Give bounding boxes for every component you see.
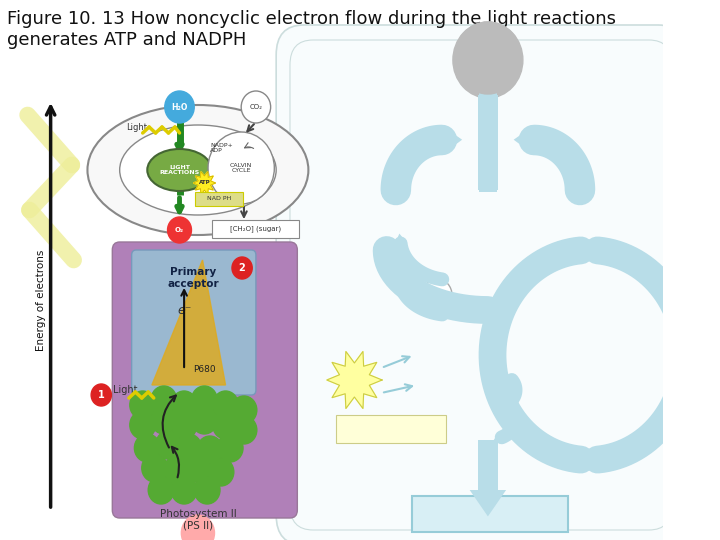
FancyBboxPatch shape xyxy=(132,250,256,395)
Polygon shape xyxy=(498,400,509,411)
Circle shape xyxy=(231,396,257,424)
Bar xyxy=(336,415,446,443)
Text: ATP: ATP xyxy=(199,180,210,186)
Text: 1: 1 xyxy=(98,390,104,400)
Circle shape xyxy=(212,411,238,439)
Circle shape xyxy=(423,279,452,311)
Polygon shape xyxy=(493,431,504,443)
Polygon shape xyxy=(395,276,407,288)
Circle shape xyxy=(171,411,197,439)
Circle shape xyxy=(217,434,243,462)
Text: Light: Light xyxy=(113,385,138,395)
Text: Photosystem II
(PS II): Photosystem II (PS II) xyxy=(160,509,236,531)
Circle shape xyxy=(151,406,176,434)
Circle shape xyxy=(135,434,160,462)
Circle shape xyxy=(171,391,197,419)
Ellipse shape xyxy=(120,125,276,215)
Ellipse shape xyxy=(148,149,212,191)
Circle shape xyxy=(91,384,112,406)
Circle shape xyxy=(241,91,271,123)
Polygon shape xyxy=(478,95,498,190)
Circle shape xyxy=(151,386,176,414)
Text: Figure 10. 13 How noncyclic electron flow during the light reactions
generates A: Figure 10. 13 How noncyclic electron flo… xyxy=(7,10,616,49)
Circle shape xyxy=(231,416,257,444)
Polygon shape xyxy=(469,490,506,516)
Circle shape xyxy=(232,257,252,279)
Polygon shape xyxy=(478,440,498,490)
Circle shape xyxy=(192,386,217,414)
Circle shape xyxy=(455,22,521,94)
Circle shape xyxy=(181,515,215,540)
Polygon shape xyxy=(479,310,497,311)
Text: Energy of electrons: Energy of electrons xyxy=(35,249,45,350)
Text: CO₂: CO₂ xyxy=(249,104,262,110)
Circle shape xyxy=(168,217,192,243)
Circle shape xyxy=(176,434,202,462)
Text: LIGHT
REACTIONS: LIGHT REACTIONS xyxy=(159,165,199,176)
Bar xyxy=(195,192,243,206)
Circle shape xyxy=(212,391,238,419)
Text: CALVIN
CYCLE: CALVIN CYCLE xyxy=(230,163,253,173)
Circle shape xyxy=(171,476,197,504)
Text: P680: P680 xyxy=(193,366,216,375)
Ellipse shape xyxy=(87,105,308,235)
Circle shape xyxy=(208,458,234,486)
Text: Primary
acceptor: Primary acceptor xyxy=(168,267,219,289)
Bar xyxy=(212,220,300,238)
Circle shape xyxy=(148,476,174,504)
Polygon shape xyxy=(193,172,215,194)
Text: 2: 2 xyxy=(239,263,246,273)
FancyBboxPatch shape xyxy=(112,242,297,518)
Circle shape xyxy=(130,411,156,439)
Polygon shape xyxy=(395,234,407,245)
Text: NAD PH: NAD PH xyxy=(207,197,231,201)
Circle shape xyxy=(192,406,217,434)
Circle shape xyxy=(130,391,156,419)
Circle shape xyxy=(185,454,211,482)
Polygon shape xyxy=(327,352,382,409)
Circle shape xyxy=(453,22,523,98)
Text: [CH₂O] (sugar): [CH₂O] (sugar) xyxy=(230,226,282,232)
Polygon shape xyxy=(580,447,599,473)
Circle shape xyxy=(208,132,274,204)
Text: H₂O: H₂O xyxy=(171,103,188,111)
Polygon shape xyxy=(513,125,534,154)
Polygon shape xyxy=(479,93,497,192)
Circle shape xyxy=(164,456,189,484)
Text: e⁻: e⁻ xyxy=(177,303,192,316)
Polygon shape xyxy=(441,125,462,154)
Polygon shape xyxy=(152,260,225,385)
Circle shape xyxy=(197,436,222,464)
Text: O₂: O₂ xyxy=(175,227,184,233)
Circle shape xyxy=(194,476,220,504)
Circle shape xyxy=(156,431,181,459)
FancyBboxPatch shape xyxy=(276,25,686,540)
Text: NADP+
ADP: NADP+ ADP xyxy=(210,143,233,153)
Circle shape xyxy=(142,454,168,482)
FancyBboxPatch shape xyxy=(413,496,568,532)
Polygon shape xyxy=(580,237,599,264)
Circle shape xyxy=(165,91,194,123)
Text: Light: Light xyxy=(126,123,147,132)
